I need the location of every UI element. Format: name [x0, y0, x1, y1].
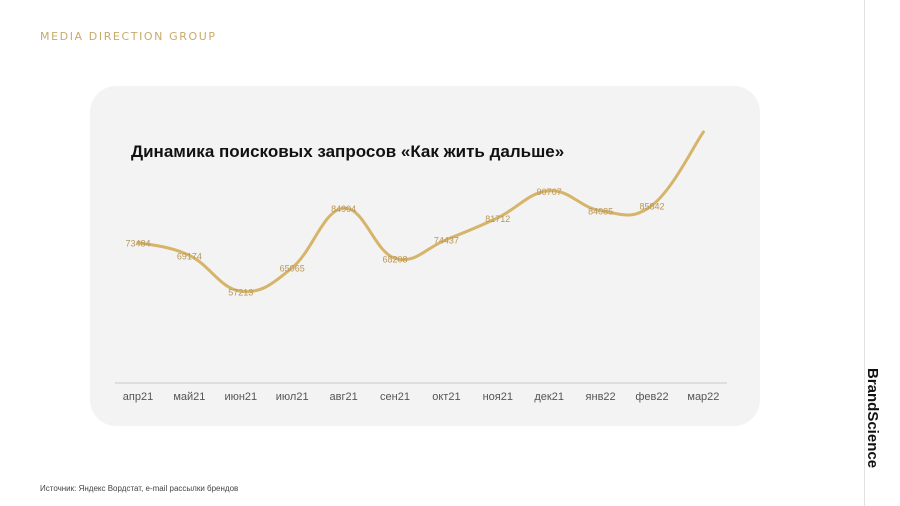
x-tick-label: мар22	[687, 391, 719, 403]
data-label: 84904	[331, 204, 356, 214]
x-tick-label: июл21	[276, 391, 309, 403]
chart-card	[90, 86, 760, 426]
data-label: 84085	[588, 207, 613, 217]
side-brand: BrandScience	[864, 368, 881, 469]
data-label: 69174	[177, 251, 202, 261]
data-label: 68208	[382, 254, 407, 264]
x-tick-label: сен21	[380, 391, 410, 403]
x-tick-label: янв22	[586, 391, 616, 403]
data-label: 85842	[639, 201, 664, 211]
x-tick-label: авг21	[329, 391, 357, 403]
x-tick-label: апр21	[123, 391, 153, 403]
series-line	[136, 130, 705, 294]
source-note: Источник: Яндекс Вордстат, e-mail рассыл…	[40, 484, 239, 493]
x-tick-label: июн21	[224, 391, 257, 403]
data-label: 74437	[434, 236, 459, 246]
side-divider	[864, 0, 865, 506]
x-tick-label: фев22	[635, 391, 668, 403]
data-label: 57213	[228, 287, 253, 297]
x-tick-label: дек21	[534, 391, 564, 403]
x-tick-label: окт21	[432, 391, 460, 403]
data-label: 81712	[485, 214, 510, 224]
data-label: 73484	[125, 238, 150, 248]
company-brand: MEDIA DIRECTION GROUP	[40, 30, 217, 43]
data-label: 65065	[280, 264, 305, 274]
data-label: 90707	[537, 187, 562, 197]
x-tick-label: май21	[173, 391, 205, 403]
chart-title: Динамика поисковых запросов «Как жить да…	[131, 142, 565, 161]
x-tick-label: ноя21	[483, 391, 513, 403]
